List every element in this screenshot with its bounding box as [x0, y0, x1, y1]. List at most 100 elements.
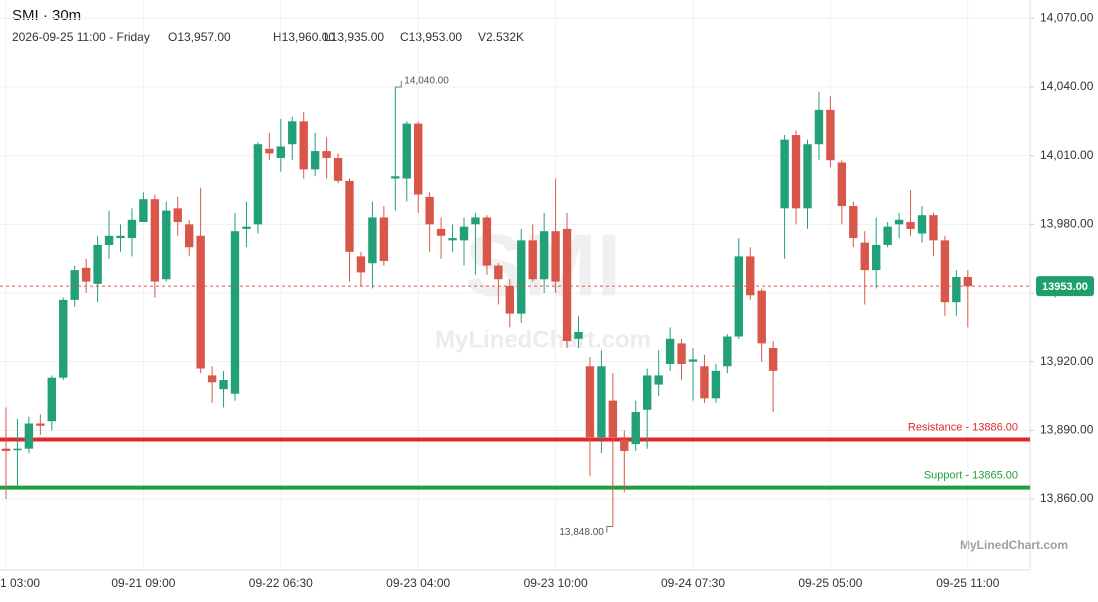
- candle-body: [620, 439, 629, 451]
- candle-body: [929, 215, 938, 241]
- last-price-label: 13953.00: [1042, 281, 1088, 293]
- x-tick-label: 09-24 07:30: [661, 576, 725, 590]
- candle-body: [574, 331, 583, 339]
- header-value: L13,935.00: [324, 30, 384, 44]
- x-tick-label: 1 03:00: [0, 576, 40, 590]
- candle-body: [276, 146, 285, 158]
- candle-body: [768, 347, 778, 371]
- candle-body: [230, 231, 240, 394]
- candle-body: [791, 135, 801, 209]
- candle-body: [597, 366, 606, 438]
- candle-body: [734, 256, 743, 337]
- candle-body: [379, 217, 389, 261]
- watermark-site: MyLinedChart.com: [435, 326, 651, 353]
- candle-body: [127, 219, 137, 239]
- candle-body: [356, 256, 366, 273]
- candle-body: [207, 375, 217, 383]
- brand: MyLinedChart.com: [960, 538, 1068, 552]
- candle-body: [13, 448, 22, 451]
- candle-body: [81, 267, 91, 282]
- candle-body: [677, 343, 686, 364]
- candle-body: [253, 144, 263, 225]
- candle-body: [173, 208, 182, 223]
- candle-body: [952, 276, 961, 303]
- candle-body: [517, 240, 526, 314]
- candle-body: [562, 228, 572, 342]
- header-value: H13,960.00: [273, 30, 335, 44]
- candle-body: [368, 217, 377, 264]
- candle-body: [906, 222, 915, 229]
- candle-body: [402, 123, 411, 179]
- annotation-label: 13,848.00: [559, 527, 604, 538]
- candle-body: [219, 380, 228, 390]
- candle-body: [837, 162, 847, 207]
- candle-body: [471, 217, 480, 225]
- level-label: Support - 13865.00: [924, 469, 1018, 481]
- candle-body: [482, 217, 492, 266]
- candle-body: [505, 286, 514, 314]
- x-tick-label: 09-23 10:00: [524, 576, 588, 590]
- candle-body: [654, 375, 663, 385]
- candle-body: [242, 226, 251, 229]
- header-value: O13,957.00: [168, 30, 231, 44]
- y-tick-label: 13,860.00: [1040, 491, 1094, 505]
- candle-body: [849, 206, 858, 239]
- header-date: 2026-09-25 11:00 - Friday: [12, 30, 150, 44]
- candle-body: [917, 215, 927, 234]
- x-tick-label: 09-25 11:00: [936, 576, 999, 590]
- x-tick-label: 09-25 05:00: [798, 576, 862, 590]
- x-tick-label: 09-21 09:00: [111, 576, 175, 590]
- last-price-box: [1036, 276, 1094, 297]
- candle-body: [608, 400, 618, 438]
- candle-body: [643, 375, 652, 410]
- candle-body: [551, 231, 560, 282]
- candle-body: [70, 270, 79, 300]
- candle-body: [780, 139, 789, 209]
- candle-body: [436, 228, 446, 236]
- candle-body: [883, 226, 892, 245]
- y-tick-label: 13,920.00: [1040, 354, 1094, 368]
- candle-body: [940, 240, 950, 303]
- annotation-connector: [606, 526, 613, 533]
- candle-body: [826, 109, 835, 161]
- candle-body: [700, 366, 709, 399]
- candle-body: [310, 151, 320, 170]
- candle-body: [104, 235, 114, 245]
- candle-body: [116, 235, 125, 239]
- y-tick-label: 13,890.00: [1040, 423, 1094, 437]
- candle-body: [333, 157, 343, 181]
- candle-body: [299, 121, 308, 170]
- candle-body: [963, 276, 972, 287]
- header-value: C13,953.00: [400, 30, 462, 44]
- candle-body: [414, 123, 423, 195]
- candle-body: [528, 240, 537, 280]
- candle-body: [894, 219, 904, 225]
- candle-body: [139, 199, 148, 223]
- candle-body: [494, 265, 503, 280]
- candle-body: [322, 151, 331, 158]
- candle-body: [746, 256, 755, 296]
- candle-body: [711, 370, 721, 399]
- level-label: Resistance - 13886.00: [908, 421, 1018, 433]
- candle-body: [872, 244, 881, 271]
- candle-body: [803, 144, 812, 209]
- candle-body: [185, 224, 194, 248]
- candle-body: [59, 299, 68, 378]
- candle-body: [1, 448, 11, 451]
- candle-body: [162, 210, 171, 280]
- candle-body: [36, 423, 45, 426]
- candle-body: [860, 242, 869, 271]
- candle-body: [757, 290, 766, 344]
- y-tick-label: 13,980.00: [1040, 217, 1094, 231]
- candle-body: [288, 121, 297, 145]
- chart-title: SMI · 30m: [12, 7, 81, 24]
- candle-body: [265, 148, 274, 154]
- candle-body: [425, 196, 434, 225]
- candle-body: [539, 231, 549, 280]
- candle-body: [24, 423, 34, 449]
- annotation-connector: [395, 80, 402, 88]
- y-tick-label: 14,070.00: [1040, 10, 1094, 24]
- x-tick-label: 09-23 04:00: [386, 576, 450, 590]
- candle-body: [150, 199, 160, 282]
